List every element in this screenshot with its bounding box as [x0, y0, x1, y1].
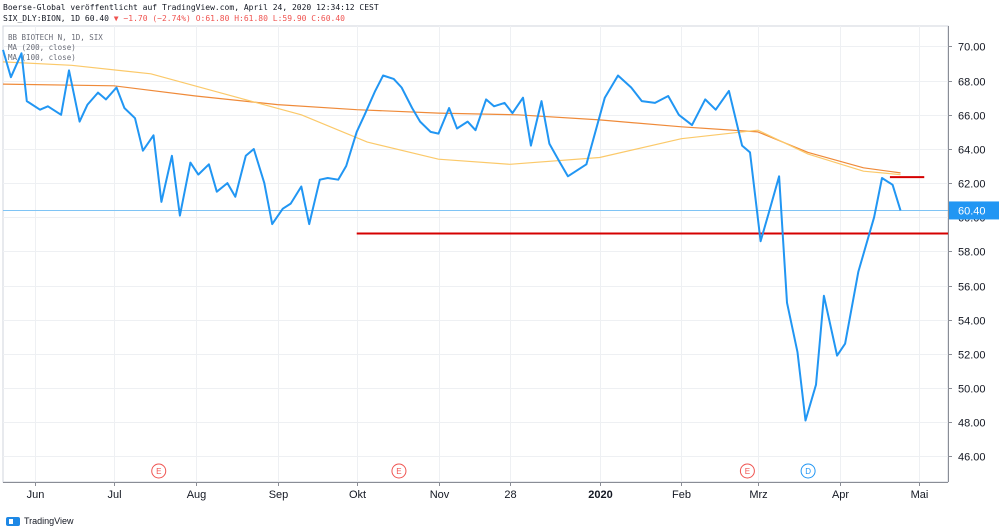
- x-tick-label: Feb: [672, 489, 691, 501]
- x-tick-label: 28: [504, 489, 516, 501]
- symbol-info: SIX_DLY:BION, 1D 60.40: [3, 14, 109, 23]
- marker-label: E: [156, 467, 161, 476]
- y-tick-label: 52.00: [958, 350, 986, 362]
- legend-ma200[interactable]: MA (200, close): [8, 43, 76, 52]
- legend-ma100[interactable]: MA (100, close): [8, 53, 76, 62]
- marker-circle: [151, 463, 167, 479]
- ma200-line[interactable]: [2, 83, 901, 174]
- y-tick-label: 66.00: [958, 111, 986, 123]
- plot-border: [2, 25, 949, 483]
- x-tick-label: Okt: [349, 489, 366, 501]
- axes: 70.0068.0066.0064.0062.0060.0058.0056.00…: [3, 26, 999, 501]
- x-tick-label: Apr: [832, 489, 849, 501]
- footer: TradingView: [6, 516, 74, 526]
- marker-circle: [739, 463, 755, 479]
- y-tick-label: 64.00: [958, 145, 986, 157]
- y-tick-label: 48.00: [958, 418, 986, 430]
- earnings-marker[interactable]: E: [151, 463, 167, 479]
- change-value: ▼ −1.70 (−2.74%): [113, 14, 191, 23]
- x-tick-label: Aug: [187, 489, 207, 501]
- y-tick-label: 46.00: [958, 452, 986, 464]
- series-lines: [2, 49, 902, 422]
- y-tick-label: 62.00: [958, 179, 986, 191]
- x-tick-label: Mrz: [749, 489, 767, 501]
- earnings-marker[interactable]: E: [391, 463, 407, 479]
- y-tick-label: 70.00: [958, 42, 986, 54]
- tradingview-logo-icon: [6, 516, 20, 526]
- footer-brand[interactable]: TradingView: [24, 516, 74, 526]
- earnings-marker[interactable]: E: [739, 463, 755, 479]
- marker-circle: [391, 463, 407, 479]
- marker-label: D: [805, 467, 811, 476]
- x-tick-label: Jun: [27, 489, 45, 501]
- ohlc-values: O:61.80 H:61.80 L:59.90 C:60.40: [195, 14, 345, 23]
- y-tick-label: 50.00: [958, 384, 986, 396]
- marker-label: E: [396, 467, 401, 476]
- x-tick-label: 2020: [588, 489, 612, 501]
- x-tick-label: Jul: [107, 489, 121, 501]
- x-tick-label: Sep: [269, 489, 289, 501]
- last-price-badge-bg: [949, 201, 999, 220]
- y-tick-label: 58.00: [958, 247, 986, 259]
- dividend-marker[interactable]: D: [800, 463, 816, 479]
- y-tick-label: 56.00: [958, 282, 986, 294]
- x-tick-label: Nov: [430, 489, 450, 501]
- ohlc-readout: SIX_DLY:BION, 1D 60.40 ▼ −1.70 (−2.74%) …: [3, 14, 345, 23]
- indicator-legend: BB BIOTECH N, 1D, SIX MA (200, close) MA…: [8, 33, 103, 63]
- support-lines: [356, 176, 948, 235]
- grid: [2, 25, 949, 483]
- last-price-badge: 60.40: [949, 201, 999, 220]
- last-price-label: 60.40: [958, 205, 986, 217]
- x-tick-label: Mai: [911, 489, 929, 501]
- price-line[interactable]: [2, 49, 902, 422]
- marker-circle: [800, 463, 816, 479]
- y-tick-label: 54.00: [958, 316, 986, 328]
- y-tick-label: 68.00: [958, 77, 986, 89]
- legend-title[interactable]: BB BIOTECH N, 1D, SIX: [8, 33, 103, 42]
- ma100-line[interactable]: [2, 61, 901, 176]
- marker-label: E: [745, 467, 750, 476]
- publication-line: Boerse-Global veröffentlicht auf Trading…: [3, 3, 379, 12]
